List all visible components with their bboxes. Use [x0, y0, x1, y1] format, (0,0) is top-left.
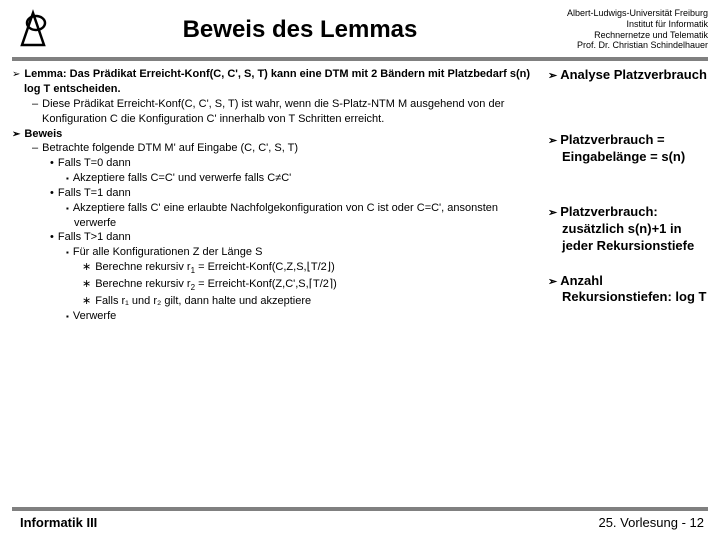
- footer: Informatik III 25. Vorlesung - 12: [0, 507, 720, 540]
- case-t0-action: Akzeptiere falls C=C' und verwerfe falls…: [74, 171, 540, 186]
- recurse-r2: Berechne rekursiv r2 = Erreicht-Konf(Z,C…: [90, 277, 540, 294]
- case-t1: Falls T=1 dann: [58, 186, 540, 201]
- case-tg: Falls T>1 dann: [58, 230, 540, 245]
- accept-check: Falls r₁ und r₂ gilt, dann halte und akz…: [90, 294, 540, 309]
- depth-count: Anzahl Rekursionstiefen: log T: [562, 273, 708, 307]
- case-tg-loop: Für alle Konfigurationen Z der Länge S: [74, 245, 540, 260]
- space-eq: Platzverbrauch = Eingabelänge = s(n): [562, 132, 708, 166]
- proof-intro: Betrachte folgende DTM M' auf Eingabe (C…: [42, 141, 540, 156]
- case-t0: Falls T=0 dann: [58, 156, 540, 171]
- side-column: Analyse Platzverbrauch Platzverbrauch = …: [548, 67, 708, 324]
- recurse-r1: Berechne rekursiv r1 = Erreicht-Konf(C,Z…: [90, 260, 540, 277]
- footer-row: Informatik III 25. Vorlesung - 12: [0, 515, 720, 540]
- lemma-statement: Lemma: Das Prädikat Erreicht-Konf(C, C',…: [24, 67, 540, 97]
- affiliation: Albert-Ludwigs-Universität Freiburg Inst…: [538, 8, 708, 51]
- slide-title: Beweis des Lemmas: [62, 16, 538, 44]
- analysis-heading: Analyse Platzverbrauch: [562, 67, 708, 84]
- affil-line: Prof. Dr. Christian Schindelhauer: [538, 40, 708, 51]
- lemma-explanation: Diese Prädikat Erreicht-Konf(C, C', S, T…: [42, 97, 540, 127]
- footer-divider: [12, 507, 708, 511]
- content-area: Lemma: Das Prädikat Erreicht-Konf(C, C',…: [0, 67, 720, 324]
- header-divider: [12, 57, 708, 61]
- case-t1-action: Akzeptiere falls C' eine erlaubte Nachfo…: [74, 201, 540, 231]
- space-per-depth: Platzverbrauch: zusätzlich s(n)+1 in jed…: [562, 204, 708, 255]
- affil-line: Rechnernetze und Telematik: [538, 30, 708, 41]
- course-name: Informatik III: [20, 515, 97, 530]
- header: Beweis des Lemmas Albert-Ludwigs-Univers…: [0, 0, 720, 55]
- logo-svg: [12, 9, 54, 51]
- reject: Verwerfe: [74, 309, 540, 324]
- slide-number: 25. Vorlesung - 12: [598, 515, 704, 530]
- main-column: Lemma: Das Prädikat Erreicht-Konf(C, C',…: [12, 67, 548, 324]
- affil-line: Institut für Informatik: [538, 19, 708, 30]
- affil-line: Albert-Ludwigs-Universität Freiburg: [538, 8, 708, 19]
- proof-heading: Beweis: [24, 127, 540, 142]
- university-logo-icon: [12, 9, 54, 51]
